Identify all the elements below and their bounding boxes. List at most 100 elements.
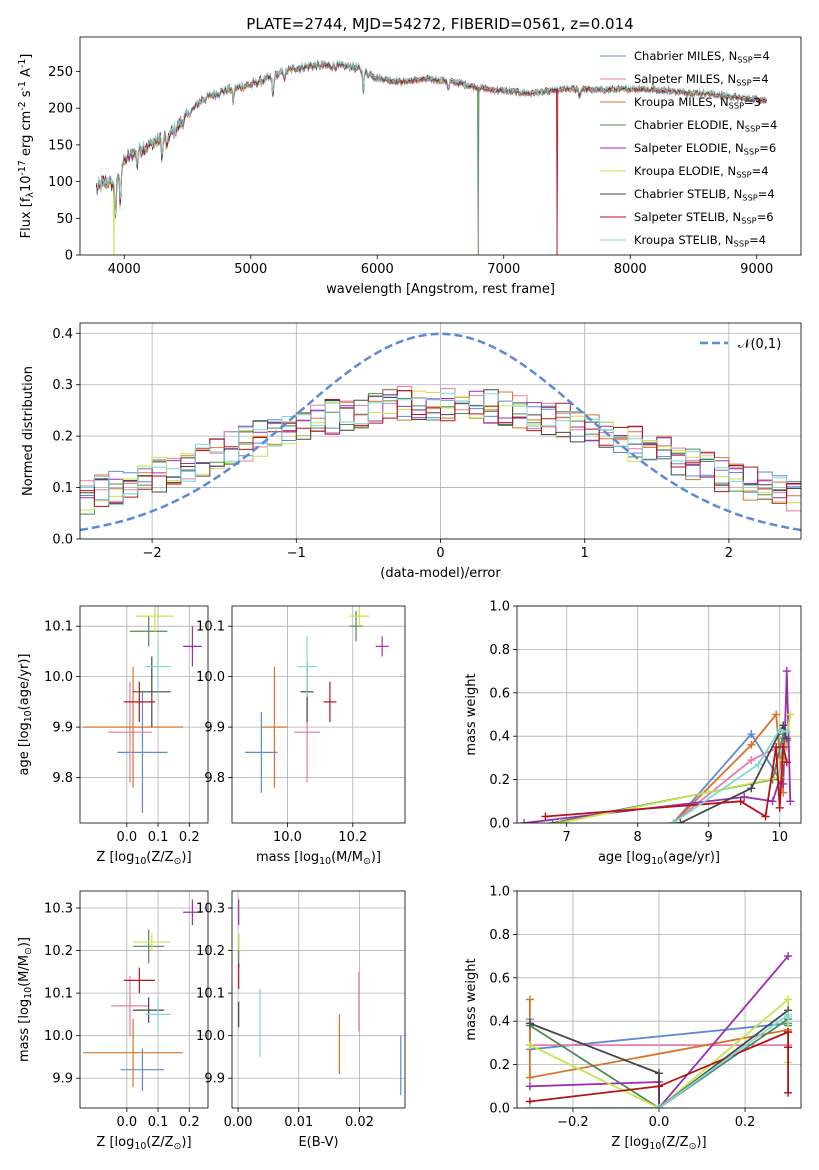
label-part: Kroupa MILES, N bbox=[634, 95, 729, 109]
x-axis-label: wavelength [Angstrom, rest frame] bbox=[326, 282, 555, 297]
legend-label-4: Salpeter ELODIE, NSSP=6 bbox=[634, 141, 776, 157]
label-part: ⊙ bbox=[174, 1141, 182, 1152]
label-part: (age/yr)] bbox=[663, 850, 720, 865]
label-part: Salpeter MILES, N bbox=[634, 72, 736, 86]
label-part: Normed distribution bbox=[21, 366, 36, 496]
x-tick-label: 10.0 bbox=[273, 830, 302, 845]
label-part: Kroupa ELODIE, N bbox=[634, 164, 736, 178]
x-tick-label: 0.0 bbox=[116, 1115, 137, 1130]
y-tick-label: 0.0 bbox=[52, 533, 73, 548]
plot-area bbox=[80, 332, 801, 532]
y-axis-label: Flux [fλ10-17 erg cm-2 s-1 A-1] bbox=[17, 54, 36, 239]
legend-label-0: Chabrier MILES, NSSP=4 bbox=[634, 49, 770, 65]
label-part: ⊙ bbox=[23, 947, 34, 955]
weight-marker-4-5 bbox=[782, 667, 791, 676]
x-tick-label: 8 bbox=[634, 830, 642, 845]
spectrum-series-8 bbox=[96, 58, 767, 214]
y-tick-label: 0.4 bbox=[489, 1015, 510, 1030]
label-part: =4 bbox=[758, 187, 775, 201]
weight-marker-7-5 bbox=[779, 743, 788, 752]
label-part: 10 bbox=[19, 175, 34, 192]
y-tick-label: 10.0 bbox=[44, 670, 73, 685]
massweight_vs_Z-axes: −0.2 0.0 0.2 0.0 0.2 0.4 0.6 0.8 1.0 Z [log10(Z/Z… bbox=[464, 885, 802, 1152]
label-part: 10 bbox=[651, 856, 663, 867]
label-part: 10 bbox=[649, 1141, 661, 1152]
label-part: (M/M bbox=[331, 850, 363, 865]
x-tick-label: 7 bbox=[563, 830, 571, 845]
weight-marker-7-4 bbox=[775, 803, 784, 812]
label-part: -17 bbox=[17, 160, 28, 175]
weight-marker-7-6 bbox=[782, 758, 791, 767]
weight-marker-5-0 bbox=[525, 1041, 534, 1050]
weight-marker-4-3 bbox=[784, 952, 793, 961]
legend-label: 𝒩(0,1) bbox=[738, 337, 781, 352]
label-part: Chabrier MILES, N bbox=[634, 49, 737, 63]
x-tick-label: 8000 bbox=[614, 262, 647, 277]
axes-frame bbox=[79, 605, 209, 824]
label-part: SSP bbox=[736, 78, 752, 88]
weight-marker-7-2 bbox=[761, 812, 770, 821]
label-part: =4 bbox=[753, 49, 770, 63]
x-tick-label: 9 bbox=[705, 830, 713, 845]
weight-marker-7-1 bbox=[655, 1082, 663, 1091]
weight-marker-4-1 bbox=[740, 792, 749, 801]
y-tick-label: 10.2 bbox=[44, 944, 73, 959]
plot-area bbox=[245, 606, 389, 793]
weight-marker-5-0 bbox=[555, 819, 564, 823]
age_vs_mass-axes: 10.0 10.2 9.8 9.9 10.0 10.1 mass [log10(M/M⊙)] bbox=[196, 605, 406, 867]
y-tick-label: 9.8 bbox=[52, 771, 73, 786]
y-tick-label: 10.3 bbox=[44, 902, 73, 917]
axes-frame bbox=[516, 605, 802, 824]
legend-label-1: Salpeter MILES, NSSP=4 bbox=[634, 72, 769, 88]
label-part: =4 bbox=[760, 118, 777, 132]
label-part: -1 bbox=[17, 59, 28, 68]
x-tick-label: 0 bbox=[436, 546, 444, 561]
label-part: SSP bbox=[745, 124, 761, 134]
x-axis-label: Z [log10(Z/Z⊙)] bbox=[611, 1135, 706, 1152]
weight-marker-8-1 bbox=[754, 760, 763, 769]
label-part: =4 bbox=[749, 233, 766, 247]
y-tick-label: 10.0 bbox=[44, 1029, 73, 1044]
label-part: 𝒩(0,1) bbox=[738, 337, 781, 352]
mass_vs_Z-axes: 0.0 0.1 0.29.910.010.110.210.3Z [log10(Z/Z… bbox=[17, 890, 209, 1152]
label-part: mass [log bbox=[256, 850, 319, 865]
label-part: mass weight bbox=[464, 673, 479, 755]
y-tick-label: 10.1 bbox=[44, 620, 73, 635]
label-part: 10 bbox=[23, 710, 34, 722]
y-tick-label: 9.8 bbox=[204, 771, 225, 786]
legend-label-7: Salpeter STELIB, NSSP=6 bbox=[634, 210, 774, 226]
label-part: =6 bbox=[757, 210, 774, 224]
x-tick-label: 10 bbox=[771, 830, 788, 845]
x-tick-label: 0.00 bbox=[224, 1115, 253, 1130]
label-part: ] bbox=[19, 54, 34, 59]
axes-frame bbox=[231, 605, 406, 824]
label-part: (Z/Z bbox=[146, 1135, 173, 1150]
weight-marker-5-2 bbox=[784, 995, 793, 1004]
label-part: =3 bbox=[744, 95, 761, 109]
legend-label-8: Kroupa STELIB, NSSP=4 bbox=[634, 233, 766, 249]
x-tick-label: 2 bbox=[725, 546, 733, 561]
y-tick-label: 1.0 bbox=[489, 885, 510, 900]
weight-line-8 bbox=[672, 728, 788, 823]
plot-area bbox=[525, 952, 793, 1108]
y-tick-label: 9.9 bbox=[204, 721, 225, 736]
y-tick-label: 10.1 bbox=[44, 987, 73, 1002]
x-axis-label: age [log10(age/yr)] bbox=[598, 850, 720, 867]
y-tick-label: 10.3 bbox=[196, 902, 225, 917]
label-part: SSP bbox=[736, 170, 752, 180]
y-tick-label: 9.9 bbox=[52, 1072, 73, 1087]
weight-marker-6-2 bbox=[779, 721, 788, 730]
label-part: mass weight bbox=[464, 958, 479, 1040]
y-tick-label: 0.8 bbox=[489, 928, 510, 943]
x-tick-label: 0.2 bbox=[735, 1115, 756, 1130]
x-axis-label: Z [log10(Z/Z⊙)] bbox=[96, 1135, 191, 1152]
plot-area bbox=[96, 58, 767, 255]
weight-marker-4-0 bbox=[525, 1082, 534, 1091]
y-tick-label: 10.0 bbox=[196, 670, 225, 685]
y-tick-label: 100 bbox=[48, 175, 73, 190]
label-part: SSP bbox=[744, 147, 760, 157]
label-part: Z [log bbox=[611, 1135, 649, 1150]
plot-area bbox=[238, 899, 402, 1096]
x-tick-label: 0.2 bbox=[179, 830, 200, 845]
legend-label-6: Chabrier STELIB, NSSP=4 bbox=[634, 187, 775, 203]
